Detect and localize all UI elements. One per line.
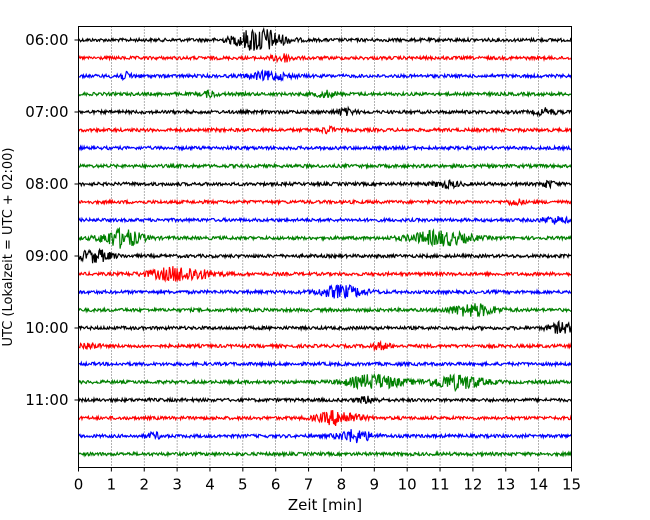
x-tick-label: 3	[172, 476, 182, 494]
y-tick-label: 07:00	[25, 103, 68, 121]
y-tick-label: 10:00	[25, 319, 68, 337]
trace-11:45	[78, 450, 573, 458]
trace-07:00	[78, 105, 573, 118]
x-tick-label: 13	[496, 476, 515, 494]
plot-frame	[78, 26, 572, 468]
trace-08:30	[78, 215, 573, 225]
x-tick-label: 1	[107, 476, 117, 494]
trace-07:45	[77, 162, 572, 170]
x-tick-label: 0	[74, 476, 84, 494]
trace-10:00	[77, 319, 573, 334]
trace-06:30	[78, 69, 573, 83]
y-tick-label: 08:00	[25, 175, 68, 193]
trace-08:15	[77, 198, 572, 207]
x-tick-label: 8	[337, 476, 347, 494]
trace-08:45	[77, 226, 573, 249]
trace-08:00	[77, 179, 572, 190]
y-tick-label: 11:00	[25, 391, 68, 409]
y-tick-label: 09:00	[25, 247, 68, 265]
x-axis-ticks: 0 1 2 3 4 5 6 7 8 9 10 11 12 13 14 15	[74, 467, 581, 494]
trace-06:15	[78, 52, 573, 64]
x-tick-label: 2	[139, 476, 149, 494]
trace-06:00	[77, 26, 572, 51]
x-tick-label: 12	[463, 476, 482, 494]
trace-06:45	[78, 89, 572, 100]
trace-09:30	[78, 284, 572, 299]
trace-10:30	[78, 360, 573, 368]
x-tick-label: 4	[205, 476, 215, 494]
x-tick-label: 10	[398, 476, 417, 494]
x-tick-label: 7	[304, 476, 314, 494]
x-axis-label: Zeit [min]	[288, 496, 362, 514]
x-tick-label: 15	[562, 476, 581, 494]
trace-07:15	[77, 124, 573, 135]
trace-10:45	[78, 372, 572, 393]
x-tick-label: 14	[529, 476, 548, 494]
trace-09:45	[78, 303, 572, 318]
trace-09:00	[77, 247, 572, 264]
y-axis-label: UTC (Lokalzeit = UTC + 02:00)	[1, 148, 16, 347]
y-axis-ticks: 06:00 07:00 08:00 09:00 10:00 11:00	[25, 31, 79, 409]
x-tick-label: 6	[271, 476, 281, 494]
trace-11:00	[78, 395, 572, 405]
x-tick-label: 9	[370, 476, 380, 494]
trace-10:15	[78, 339, 572, 352]
x-tick-label: 5	[238, 476, 248, 494]
trace-11:15	[78, 410, 573, 426]
trace-09:15	[78, 266, 572, 283]
trace-11:30	[77, 429, 573, 444]
seismic-traces	[77, 26, 573, 458]
trace-07:30	[78, 144, 572, 152]
y-tick-label: 06:00	[25, 31, 68, 49]
x-tick-label: 11	[430, 476, 449, 494]
